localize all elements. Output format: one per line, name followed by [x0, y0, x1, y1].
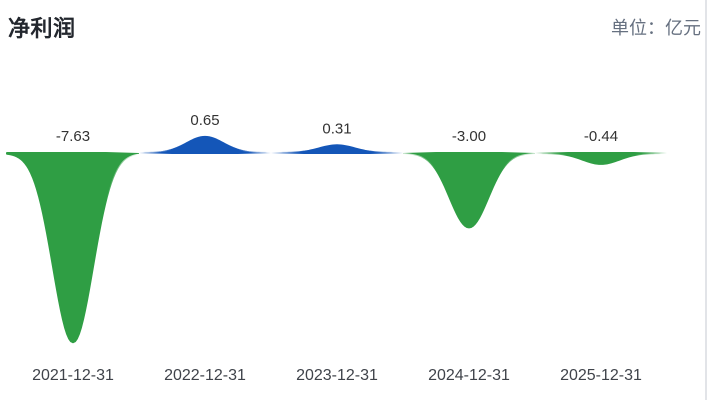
area-blob-2025-12-31[interactable]	[534, 152, 668, 165]
value-label-2021-12-31: -7.63	[56, 128, 90, 145]
panel-right-border	[705, 0, 707, 400]
value-label-2023-12-31: 0.31	[322, 120, 351, 137]
chart-title: 净利润	[8, 16, 76, 41]
chart-header: 净利润 单位：亿元	[0, 0, 712, 46]
value-label-2022-12-31: 0.65	[190, 112, 219, 129]
area-blob-2023-12-31[interactable]	[270, 144, 404, 154]
axis-label-2023-12-31: 2023-12-31	[296, 367, 378, 384]
axis-label-2022-12-31: 2022-12-31	[164, 367, 246, 384]
unit-label: 单位：亿元	[611, 18, 701, 38]
area-blob-2022-12-31[interactable]	[138, 135, 272, 154]
value-label-2024-12-31: -3.00	[452, 128, 486, 145]
area-blob-2021-12-31[interactable]	[6, 152, 140, 344]
axis-label-2021-12-31: 2021-12-31	[32, 367, 114, 384]
area-blob-2024-12-31[interactable]	[402, 152, 536, 229]
axis-label-2024-12-31: 2024-12-31	[428, 367, 510, 384]
axis-label-2025-12-31: 2025-12-31	[560, 367, 642, 384]
value-label-2025-12-31: -0.44	[584, 128, 618, 145]
